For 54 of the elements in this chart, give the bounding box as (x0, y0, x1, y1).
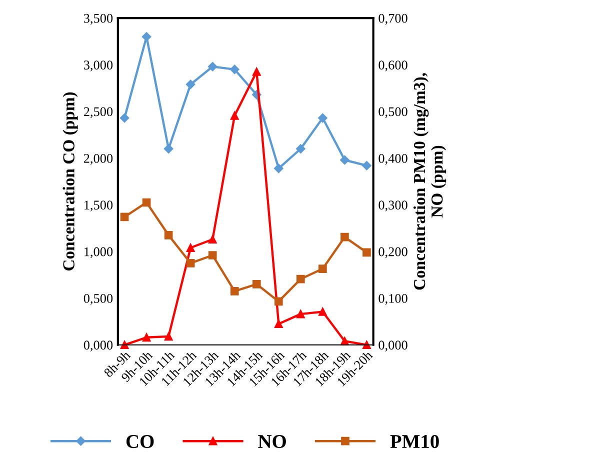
point (230, 64, 240, 74)
point (186, 244, 195, 252)
point (208, 62, 218, 72)
y2-tick-label: 0,400 (378, 154, 408, 165)
legend-label: PM10 (390, 434, 439, 448)
y-tick-label: 1,500 (84, 200, 113, 212)
point (296, 144, 306, 154)
point (274, 297, 283, 306)
y2-tick-label: 0,100 (378, 294, 408, 305)
y-tick-label: 0,000 (84, 340, 113, 352)
y2-axis-title: Concentration PM10 (mg/m3), NO (ppm) (413, 73, 446, 290)
point (164, 231, 173, 240)
point (186, 259, 195, 268)
point (340, 336, 349, 346)
point (296, 310, 305, 318)
point (318, 264, 327, 273)
y-tick-label: 3,500 (84, 14, 113, 25)
y-axis-title: Concentration CO (ppm) (62, 92, 78, 270)
point (274, 164, 284, 174)
y-tick-label: 1,000 (84, 247, 113, 258)
point (208, 251, 217, 260)
y2-tick-label: 0,300 (378, 200, 408, 212)
point (340, 155, 350, 165)
point (318, 308, 327, 316)
y-tick-label: 2,000 (84, 154, 113, 165)
y-tick-label: 0,500 (84, 294, 113, 305)
legend-label: CO (126, 435, 154, 448)
point (252, 68, 261, 76)
y2-tick-label: 0,500 (378, 107, 408, 118)
point (318, 113, 328, 123)
point (208, 235, 217, 244)
point (120, 212, 129, 222)
point (142, 198, 151, 207)
point (142, 333, 151, 342)
point (252, 280, 261, 288)
point (340, 232, 349, 242)
point (296, 274, 305, 284)
y2-tick-label: 0,600 (378, 60, 408, 72)
legend-label: NO (258, 435, 286, 448)
point (142, 32, 152, 42)
point (230, 287, 239, 296)
y-tick-label: 3,000 (84, 60, 113, 72)
y-tick-label: 2,500 (84, 107, 113, 118)
y2-tick-label: 0,000 (378, 340, 408, 352)
point (230, 111, 239, 120)
point (274, 320, 283, 328)
point (164, 144, 174, 154)
point (362, 248, 371, 257)
point (164, 332, 173, 341)
point (120, 113, 130, 123)
y2-tick-label: 0,200 (378, 247, 408, 258)
point (186, 80, 196, 89)
point (362, 160, 372, 170)
y2-tick-label: 0,700 (378, 14, 408, 25)
